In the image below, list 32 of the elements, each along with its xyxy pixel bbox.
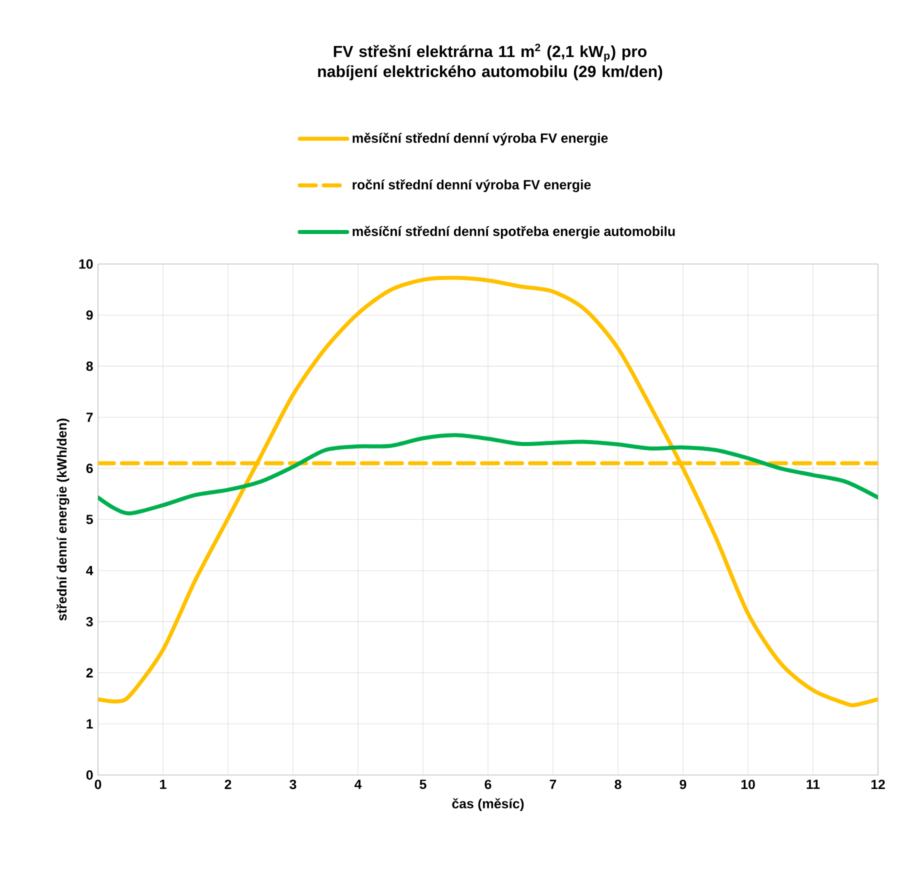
y-tick-label: 6 <box>86 464 93 474</box>
y-tick-label: 0 <box>86 770 93 780</box>
y-tick-label: 9 <box>86 310 93 320</box>
x-tick-label: 4 <box>354 780 362 789</box>
y-tick-label: 7 <box>86 412 93 422</box>
y-tick-label: 1 <box>86 719 93 728</box>
y-tick-label: 2 <box>86 668 93 678</box>
y-tick-label: 10 <box>79 259 93 269</box>
y-tick-label: 8 <box>86 361 93 371</box>
x-axis-title: čas (měsíc) <box>452 798 524 812</box>
x-tick-label: 8 <box>614 780 622 790</box>
x-tick-label: 1 <box>160 780 166 789</box>
x-tick-label: 3 <box>290 780 296 790</box>
x-tick-label: 12 <box>871 780 885 790</box>
x-tick-label: 11 <box>806 780 820 789</box>
line-series <box>98 433 878 516</box>
x-tick-label: 10 <box>741 780 755 790</box>
x-tick-label: 6 <box>484 780 492 790</box>
legend-label: měsíční střední denní výroba FV energie <box>352 132 608 146</box>
x-tick-label: 7 <box>550 780 556 789</box>
y-tick-label: 4 <box>86 566 94 576</box>
legend-label: měsíční střední denní spotřeba energie automobilu <box>352 226 675 239</box>
y-tick-label: 3 <box>86 616 93 626</box>
y-tick-label: 5 <box>86 514 93 524</box>
line-series <box>98 276 878 708</box>
x-tick-label: 5 <box>420 780 426 789</box>
x-tick-label: 0 <box>94 780 102 790</box>
x-tick-label: 9 <box>680 780 686 790</box>
x-tick-label: 2 <box>224 780 232 790</box>
y-axis-title: střední denní energie (kWh/den) <box>56 418 70 621</box>
chart-title: FV střešní elektrárna 11 m$^{2}$ (2,1 kW$_{p}$) pro nabíjení elektrického automobilu (29 km/den) <box>318 44 662 80</box>
legend-label: roční střední denní výroba FV energie <box>352 179 591 192</box>
